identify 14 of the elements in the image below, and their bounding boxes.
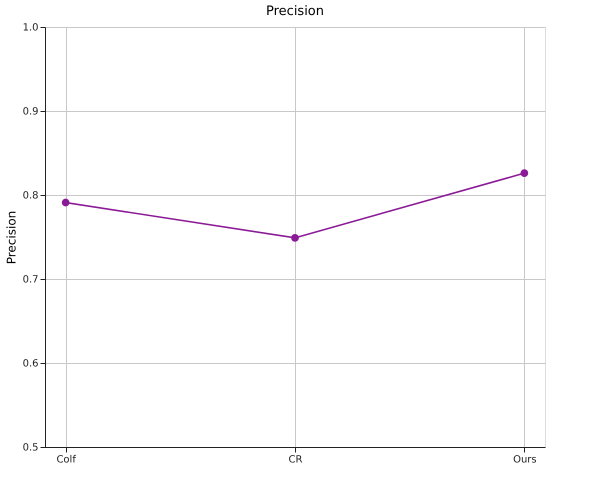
x-tick-label: Colf	[56, 454, 76, 466]
y-tick-label: 0.7	[22, 274, 38, 286]
y-tick-label: 0.5	[22, 442, 38, 454]
point	[62, 198, 70, 206]
x-tick-label: Ours	[513, 454, 537, 466]
y-tick-label: 0.9	[22, 106, 38, 118]
x-tick-label: CR	[288, 454, 303, 466]
y-tick-label: 0.6	[22, 358, 38, 370]
point	[291, 234, 299, 242]
chart-title: Precision	[266, 4, 324, 19]
y-axis-title: Precision	[4, 210, 19, 264]
point	[520, 169, 528, 178]
y-tick-label: 1.0	[22, 22, 38, 34]
y-tick-label: 0.8	[22, 190, 38, 202]
